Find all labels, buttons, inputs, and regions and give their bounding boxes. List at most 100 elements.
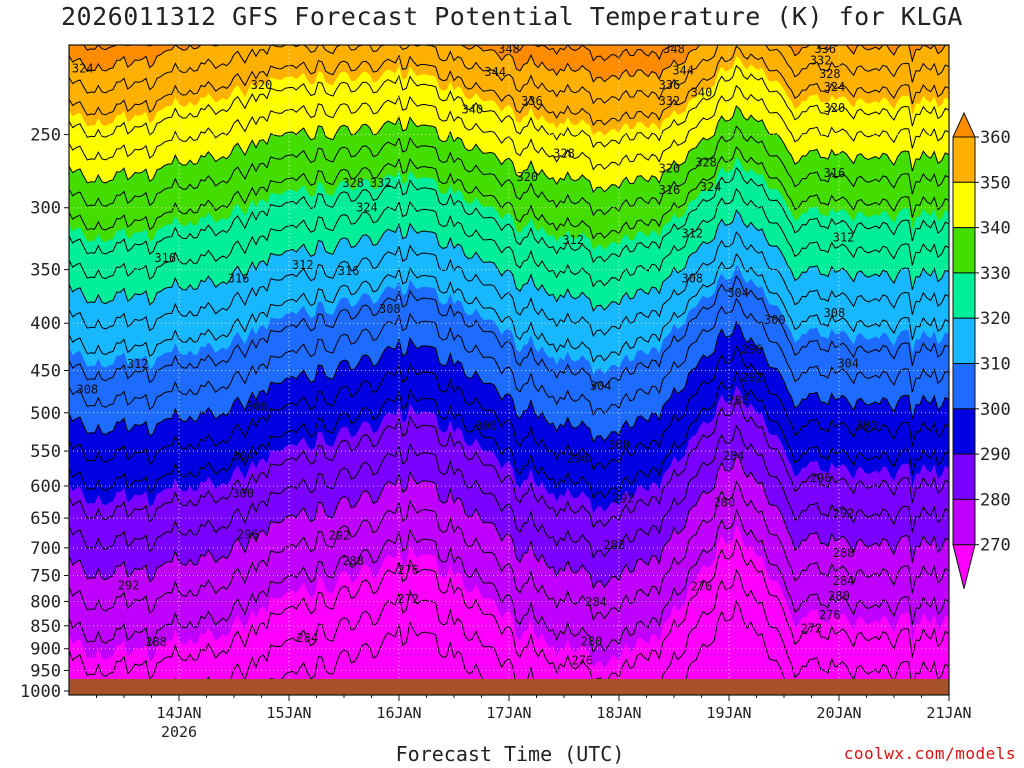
colorbar-bottom-arrow [952,544,976,589]
contour-label: 296 [810,471,832,485]
y-tick-label: 250 [30,126,61,146]
contour-label: 332 [659,94,681,108]
contour-label: 276 [397,563,419,577]
contour-316 [69,231,949,338]
contour-label: 296 [741,342,763,356]
contour-label: 288 [145,635,167,649]
contour-label: 316 [338,264,360,278]
contour-label: 332 [810,54,832,68]
contour-label: 292 [329,529,351,543]
x-tick-label: 17JAN [486,704,531,722]
contour-268 [69,538,949,688]
contour-296 [69,345,949,472]
contour-label: 328 [819,67,841,81]
contour-352 [69,45,949,127]
contour-label: 292 [613,491,635,505]
y-tick-label: 650 [30,509,61,529]
contour-272 [69,509,949,654]
contour-label: 280 [581,635,603,649]
colorbar-label: 350 [980,173,1011,193]
colorbar-top-arrow [952,111,976,138]
contour-labels: 3243203483443403363483443363403323363323… [69,42,878,668]
colorbar-label: 270 [980,536,1011,556]
colorbar-label: 330 [980,264,1011,284]
contour-label: 324 [824,80,846,94]
contour-label: 284 [833,574,855,588]
band-350 [69,45,949,137]
y-tick-label: 500 [30,404,61,424]
y-tick-label: 300 [30,199,61,219]
contour-label: 316 [154,251,176,265]
contour-label: 312 [292,258,314,272]
contour-label: 308 [246,399,268,413]
ground-bar [69,679,949,695]
y-tick-label: 800 [30,592,61,612]
colorbar-segment [952,408,976,455]
contour-348 [69,65,949,149]
contour-label: 276 [819,608,841,622]
contour-label: 336 [814,42,836,56]
colorbar-label: 280 [980,490,1011,510]
contour-label: 300 [608,438,630,452]
contour-label: 300 [232,486,254,500]
contour-label: 288 [727,394,749,408]
colorbar-segment [952,181,976,229]
x-tick-sublabel: 2026 [161,723,197,741]
contour-344 [69,84,949,171]
contour-label: 288 [604,538,626,552]
contour-label: 308 [76,383,98,397]
x-tick-label: 16JAN [376,704,421,722]
credit-link[interactable]: coolwx.com/models [843,744,1016,763]
contour-label: 304 [837,356,859,370]
x-axis-label: Forecast Time (UTC) [395,742,625,766]
contour-292 [69,371,949,500]
colorbar-segment [952,453,976,500]
contour-288 [69,397,949,529]
contour-340 [69,105,949,194]
contour-label: 276 [691,580,713,594]
plot-area: 3243203483443403363483443363403323363323… [69,42,949,695]
contour-label: 292 [741,371,763,385]
colorbar-label: 310 [980,355,1011,375]
x-tick-label: 19JAN [706,704,751,722]
colorbar-label: 360 [980,128,1011,148]
contour-label: 304 [232,449,254,463]
y-tick-label: 750 [30,567,61,587]
colorbar: 360 350 340 330 320 310 300 290 280 270 [952,111,1011,589]
y-tick-label: 700 [30,539,61,559]
contour-336 [69,125,949,217]
contour-label: 332 [370,176,392,190]
contour-356 [69,45,949,105]
colorbar-segment [952,498,976,546]
contour-label: 348 [663,42,685,56]
contour-label: 320 [824,101,846,115]
contour-label: 300 [764,313,786,327]
colorbar-label: 340 [980,219,1011,239]
contour-276 [69,480,949,622]
colorbar-label: 300 [980,400,1011,420]
contour-label: 300 [856,418,878,432]
gridlines [69,45,949,695]
contour-label: 312 [681,227,703,241]
colorbar-segment [952,136,976,183]
y-tick-label: 550 [30,442,61,462]
contour-label: 280 [828,589,850,603]
band-360 [69,45,949,82]
contour-label: 296 [237,527,259,541]
colorbar-segment [952,227,976,274]
contour-label: 316 [228,272,250,286]
chart-title: 2026011312 GFS Forecast Potential Temper… [61,2,963,31]
contour-label: 320 [251,78,273,92]
y-tick-label: 400 [30,314,61,334]
contour-324 [69,188,949,288]
contour-label: 272 [801,622,823,636]
contour-label: 336 [659,78,681,92]
x-tick-label: 18JAN [596,704,641,722]
contour-label: 304 [727,286,749,300]
contour-label: 340 [691,85,713,99]
x-tick-label: 14JAN [156,704,201,722]
contour-label: 324 [700,180,722,194]
colorbar-label: 320 [980,309,1011,329]
y-axis: 250 300 350 400 450 500 550 600 650 700 750 800 850 9… [20,126,69,702]
y-tick-label: 600 [30,477,61,497]
